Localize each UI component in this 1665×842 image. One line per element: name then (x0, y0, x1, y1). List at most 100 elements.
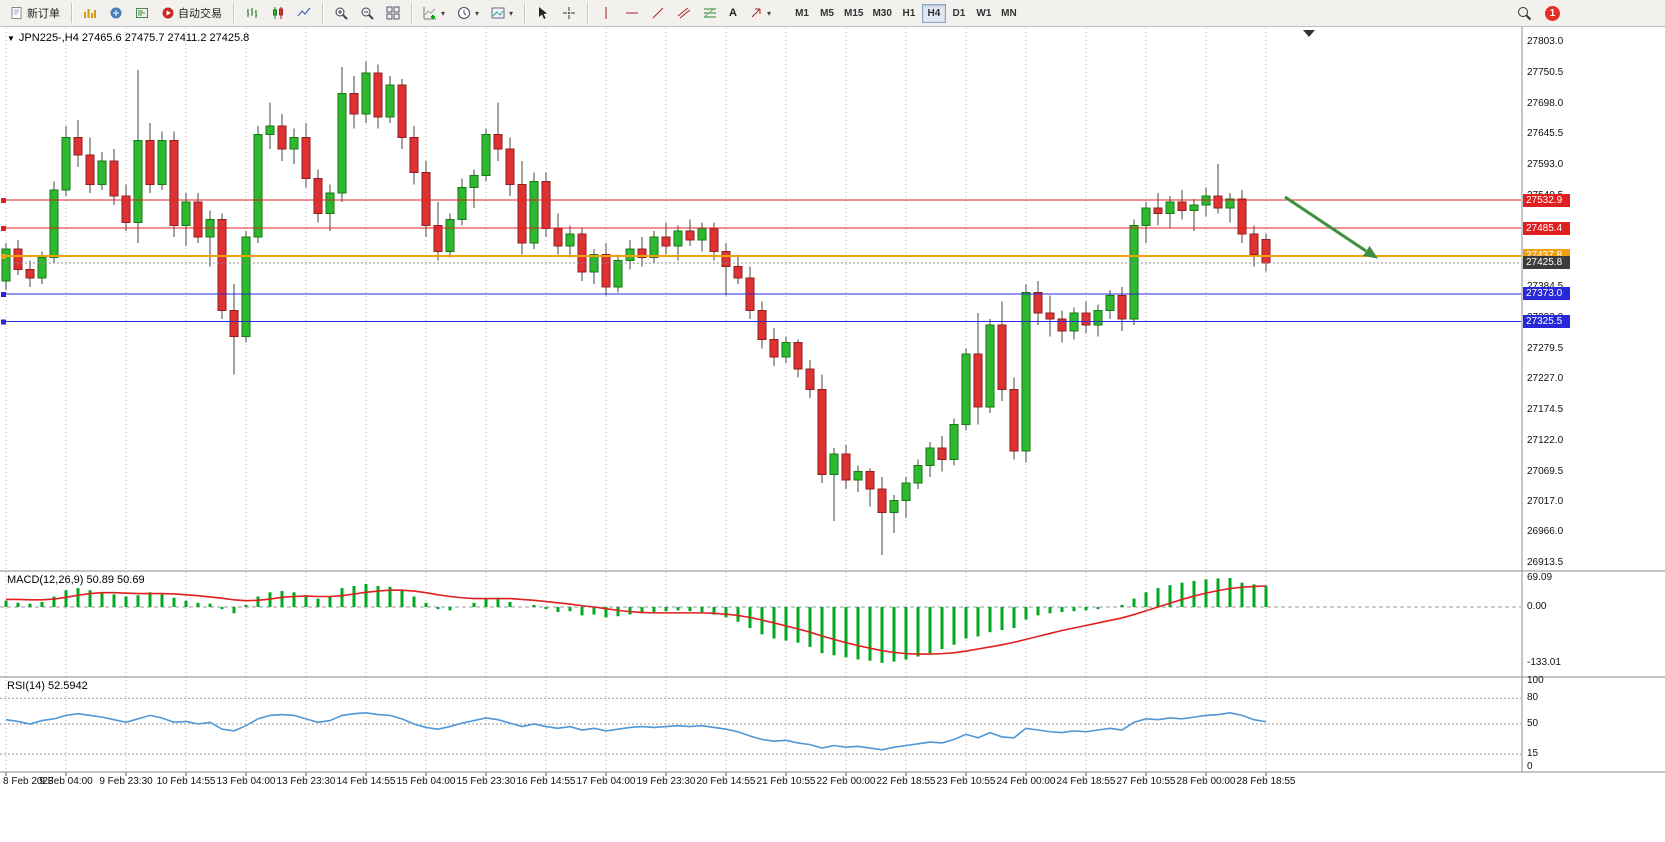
candle-body (421, 172, 431, 226)
tile-windows-button[interactable] (381, 2, 405, 24)
candle-body (757, 309, 767, 341)
trend-arrow-annotation[interactable] (1284, 195, 1378, 259)
timeframe-button-H1[interactable]: H1 (897, 4, 921, 23)
horizontal-line-button[interactable] (620, 2, 644, 24)
candle-body (613, 259, 623, 288)
candle-body (889, 500, 899, 513)
terminal-button[interactable] (130, 2, 154, 24)
candlestick-chart-button[interactable] (266, 2, 290, 24)
autotrading-icon (161, 6, 175, 20)
terminal-icon (135, 6, 149, 20)
templates-button[interactable]: ▾ (486, 2, 518, 24)
candle-body (577, 233, 587, 273)
candle-body (1261, 239, 1271, 264)
candle-body (97, 160, 107, 185)
indicators-button[interactable]: ▾ (418, 2, 450, 24)
candle-body (1093, 309, 1103, 326)
candle-body (517, 183, 527, 244)
bar-chart-button[interactable] (240, 2, 264, 24)
toolbar-separator (233, 3, 234, 23)
candle-body (457, 186, 467, 220)
chart-shift-marker-icon[interactable] (1303, 30, 1315, 37)
candle-body (949, 423, 959, 461)
timeframe-group: M1 M5 M15 M30 H1 H4 D1 W1 MN (790, 3, 1021, 23)
cursor-icon (536, 6, 550, 20)
candle-body (721, 251, 731, 267)
candle-body (913, 464, 923, 484)
candle-body (1, 248, 11, 282)
crosshair-button[interactable] (557, 2, 581, 24)
candle-body (73, 136, 83, 156)
candle-body (361, 72, 371, 115)
candle-body (1105, 295, 1115, 311)
timeframe-button-D1[interactable]: D1 (947, 4, 971, 23)
candle-body (493, 134, 503, 150)
fibonacci-button[interactable] (698, 2, 722, 24)
candle-body (121, 195, 131, 223)
candle-body (1153, 207, 1163, 215)
timeframe-button-M15[interactable]: M15 (840, 4, 867, 23)
candle-body (181, 201, 191, 226)
panel-separators (0, 27, 1665, 773)
candle-body (697, 227, 707, 241)
zoom-in-button[interactable] (329, 2, 353, 24)
toolbar-separator (524, 3, 526, 23)
timeframe-button-M30[interactable]: M30 (868, 4, 895, 23)
line-anchor-marker (1, 291, 6, 297)
timeframe-button-M5[interactable]: M5 (815, 4, 839, 23)
channel-button[interactable] (672, 2, 696, 24)
candle-body (325, 192, 335, 215)
candle-body (133, 139, 143, 223)
arrows-tool-button[interactable]: ▾ (744, 2, 776, 24)
line-anchor-marker (1, 198, 6, 204)
candle-body (433, 224, 443, 253)
candle-body (1045, 312, 1055, 320)
market-watch-button[interactable] (78, 2, 102, 24)
candle-body (61, 136, 71, 191)
candle-body (661, 236, 671, 247)
navigator-button[interactable] (104, 2, 128, 24)
candle-body (193, 201, 203, 238)
trendline-button[interactable] (646, 2, 670, 24)
candlestick-chart-icon (271, 6, 285, 20)
toolbar-separator (71, 3, 72, 23)
candle-body (265, 125, 275, 136)
candle-body (805, 368, 815, 390)
candle-body (973, 353, 983, 408)
candle-body (109, 160, 119, 197)
horizontal-level-lines[interactable] (1, 198, 1521, 325)
periods-button[interactable]: ▾ (452, 2, 484, 24)
candle-body (253, 134, 263, 238)
toolbar: 新订单 自动交易 ▾ ▾ ▾ A ▾ M1 M5 M15 M30 H1 H4 D1 W1 MN … (0, 0, 1665, 27)
text-tool-icon: A (729, 7, 737, 19)
timeframe-button-W1[interactable]: W1 (972, 4, 996, 23)
vertical-line-button[interactable] (594, 2, 618, 24)
timeframe-button-H4[interactable]: H4 (921, 3, 946, 23)
timeframe-button-M1[interactable]: M1 (790, 4, 814, 23)
new-order-button[interactable]: 新订单 (5, 2, 65, 24)
candle-body (409, 136, 419, 174)
rsi-line (5, 712, 1267, 751)
candle-body (625, 248, 635, 261)
line-chart-button[interactable] (292, 2, 316, 24)
candles (1, 61, 1271, 556)
indicators-icon (423, 6, 437, 20)
candle-body (1177, 201, 1187, 212)
cursor-button[interactable] (531, 2, 555, 24)
notification-badge[interactable]: 1 (1545, 5, 1560, 21)
macd-panel (0, 578, 1521, 663)
timeframe-button-MN[interactable]: MN (997, 4, 1021, 23)
search-button[interactable] (1512, 2, 1537, 24)
candle-body (1213, 195, 1223, 209)
candle-body (769, 339, 779, 358)
text-tool-button[interactable]: A (724, 2, 742, 24)
candle-body (469, 175, 479, 188)
toolbar-right-group: 1 (1512, 2, 1560, 24)
candle-body (385, 84, 395, 118)
autotrading-button[interactable]: 自动交易 (156, 2, 227, 24)
zoom-out-button[interactable] (355, 2, 379, 24)
rsi-panel (0, 697, 1521, 755)
candle-body (337, 93, 347, 194)
candle-body (1117, 295, 1127, 320)
dropdown-caret-icon: ▾ (441, 8, 446, 18)
